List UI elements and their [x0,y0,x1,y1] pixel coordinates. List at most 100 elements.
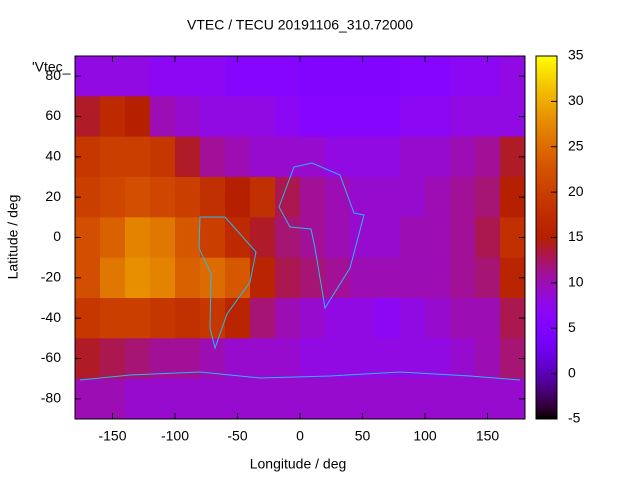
colorbar-tick-label: 10 [568,274,584,290]
x-tick-label: -50 [227,428,247,444]
heatmap-cell [400,257,426,299]
heatmap-cell [175,56,201,97]
heatmap-cell [200,298,226,339]
y-tick-label: -40 [41,309,61,325]
heatmap-cell [475,338,501,380]
heatmap-cell [325,217,351,259]
heatmap-cell [450,298,476,339]
heatmap-cell [350,56,376,97]
heatmap-cell [125,177,151,218]
heatmap-cell [375,378,401,420]
heatmap-cell [275,257,301,299]
heatmap-cell [475,378,501,420]
y-tick-label: 20 [45,188,61,204]
heatmap-cell [475,257,501,299]
heatmap-cell [275,56,301,97]
heatmap-cell [250,96,276,138]
heatmap-cell [200,136,226,178]
y-tick-label: 0 [53,228,61,244]
heatmap-cell [375,136,401,178]
heatmap-cell [225,136,251,178]
heatmap-cell [300,257,326,299]
coastline [79,371,521,381]
heatmap-cell [100,217,126,259]
heatmap-cell [450,136,476,178]
heatmap-cell [225,177,251,218]
x-tick-label: 100 [413,428,437,444]
y-tick-label: -20 [41,269,61,285]
heatmap-cell [400,56,426,97]
heatmap-cell [375,298,401,339]
heatmap-cell [175,298,201,339]
coastline [198,216,257,350]
coastlines [79,162,521,381]
heatmap-cell [325,136,351,178]
heatmap-cell [475,217,501,259]
heatmap-cell [200,56,226,97]
heatmap-cell [300,378,326,420]
heatmap-cell [150,96,176,138]
heatmap-cell [150,56,176,97]
heatmap-cell [300,56,326,97]
heatmap-cell [275,378,301,420]
heatmap-cell [325,338,351,380]
colorbar-tick-label: 30 [568,92,584,108]
heatmap-cell [300,136,326,178]
heatmap-cell [250,177,276,218]
heatmap-cell [125,378,151,420]
colorbar-tick-label: 0 [568,364,576,380]
heatmap-cell [450,96,476,138]
heatmap-cell [250,217,276,259]
heatmap-cell [175,217,201,259]
heatmap-cell [225,217,251,259]
heatmap-cell [200,378,226,420]
heatmap-cell [375,177,401,218]
heatmap-cell [125,338,151,380]
x-tick-label: -150 [98,428,126,444]
heatmap-cell [175,257,201,299]
y-axis-label: Latitude / deg [5,195,21,280]
heatmap-cell [275,217,301,259]
heatmap-cell [250,298,276,339]
heatmap-cell [150,257,176,299]
heatmap-cell [275,298,301,339]
heatmap-cell [425,338,451,380]
colorbar-tick-label: 25 [568,137,584,153]
heatmap-cell [100,298,126,339]
heatmap-cell [375,96,401,138]
y-tick-label: -80 [41,390,61,406]
heatmap-cell [475,136,501,178]
heatmap-cell [100,56,126,97]
heatmap-cell [225,257,251,299]
heatmap-cell [400,177,426,218]
heatmap-cell [300,177,326,218]
heatmap-cell [325,96,351,138]
heatmap-cell [250,257,276,299]
colorbar-tick-label: 20 [568,183,584,199]
x-tick-label: -100 [161,428,189,444]
heatmap-cell [225,378,251,420]
heatmap-cell [225,298,251,339]
colorbar-tick-label: -5 [568,410,581,426]
heatmap-cell [200,217,226,259]
y-tick-label: 60 [45,107,61,123]
colorbar-tick-label: 5 [568,319,576,335]
heatmap-cell [200,96,226,138]
x-tick-label: 0 [296,428,304,444]
heatmap-cell [400,96,426,138]
heatmap-cell [350,177,376,218]
heatmap-cell [425,257,451,299]
heatmap-cell [125,56,151,97]
y-tick-label: 80 [45,67,61,83]
coastline [278,162,365,310]
heatmap-cell [125,217,151,259]
heatmap-cell [125,257,151,299]
heatmap-cell [300,338,326,380]
heatmap-cell [375,217,401,259]
x-axis-label: Longitude / deg [250,456,347,472]
y-tick-label: -60 [41,349,61,365]
heatmap-cell [425,56,451,97]
heatmap-cell [225,96,251,138]
heatmap-cell [350,338,376,380]
